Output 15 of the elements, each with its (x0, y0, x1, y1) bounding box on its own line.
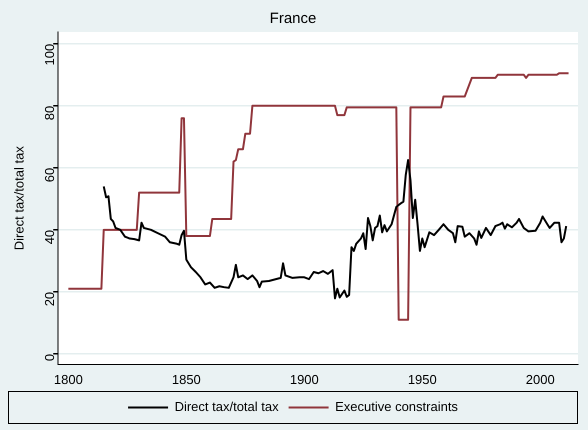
x-tick-label: 1900 (290, 372, 319, 387)
y-tick-label: 20 (42, 292, 57, 306)
y-tick-label: 100 (42, 44, 57, 66)
legend-label: Direct tax/total tax (174, 399, 280, 414)
y-tick-label: 60 (42, 168, 57, 182)
x-tick-label: 2000 (526, 372, 555, 387)
x-tick-label: 1950 (408, 372, 437, 387)
y-tick-label: 40 (42, 230, 57, 244)
chart-title: France (270, 10, 316, 28)
y-axis-title: Direct tax/total tax (11, 146, 26, 250)
x-tick-label: 1800 (54, 372, 83, 387)
x-tick-label: 1850 (172, 372, 201, 387)
y-tick-label: 80 (42, 106, 57, 120)
legend-label: Executive constraints (335, 399, 458, 414)
y-tick-label: 0 (42, 354, 57, 362)
